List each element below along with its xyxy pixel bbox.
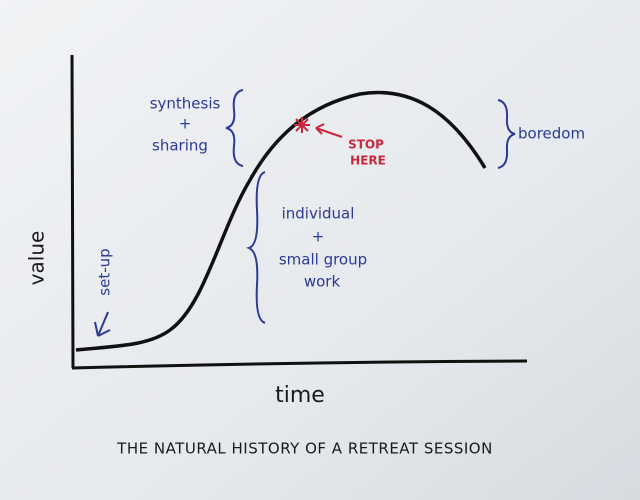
stop-label: STOP	[348, 138, 384, 152]
synthesis-label: synthesis	[150, 95, 221, 113]
y-axis-label: value	[25, 231, 49, 286]
set-up-label: set-up	[96, 248, 114, 295]
star	[294, 117, 310, 133]
synthesis-label: sharing	[152, 137, 208, 155]
stop-arrow	[315, 123, 343, 138]
title: THE NATURAL HISTORY OF A RETREAT SESSION	[116, 440, 493, 458]
synthesis-label: +	[179, 115, 192, 133]
set-up-arrow	[94, 311, 111, 337]
individual-label: work	[304, 273, 341, 291]
brace	[245, 171, 266, 324]
brace	[497, 99, 516, 169]
individual-label: individual	[282, 205, 355, 223]
individual-label: small group	[279, 251, 367, 269]
x-axis-label: time	[275, 383, 325, 408]
brace	[225, 89, 244, 167]
x-axis	[71, 359, 528, 370]
boredom-label: boredom	[518, 125, 585, 143]
curve	[75, 90, 487, 352]
individual-label: +	[312, 228, 325, 246]
stop-label: HERE	[350, 154, 386, 168]
y-axis	[70, 54, 75, 369]
